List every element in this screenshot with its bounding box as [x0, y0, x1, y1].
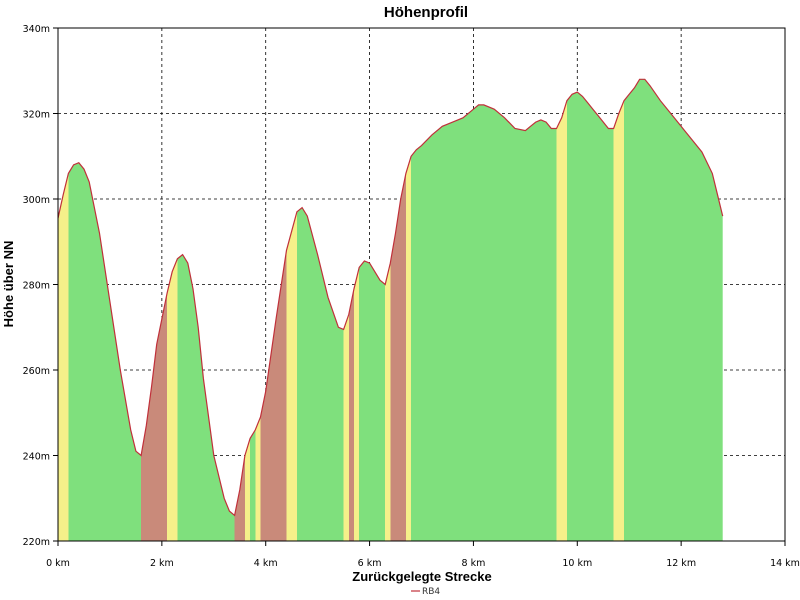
y-tick-label: 340m: [23, 24, 50, 35]
x-tick-label: 8 km: [462, 558, 486, 569]
legend-label-RB4: RB4: [422, 587, 440, 597]
x-tick-label: 12 km: [666, 558, 696, 569]
x-axis-ticks: 0 km 2 km 4 km 6 km 8 km 10 km 12 km 14 km: [46, 541, 800, 569]
series-line-RB4: [58, 78, 724, 517]
x-tick-label: 14 km: [770, 558, 800, 569]
y-axis-ticks: 220m 240m 260m 280m 300m 320m 340m: [23, 24, 58, 548]
x-tick-label: 2 km: [150, 558, 174, 569]
chart-title: Höhenprofil: [384, 4, 468, 21]
x-tick-label: 0 km: [46, 558, 70, 569]
y-tick-label: 280m: [23, 281, 50, 292]
elevation-area-fill: [58, 79, 723, 541]
x-tick-label: 10 km: [562, 558, 592, 569]
x-tick-label: 6 km: [358, 558, 382, 569]
y-tick-label: 260m: [23, 366, 50, 377]
x-axis-label: Zurückgelegte Strecke: [352, 569, 491, 584]
x-tick-label: 4 km: [254, 558, 278, 569]
y-tick-label: 320m: [23, 110, 50, 121]
y-tick-label: 220m: [23, 537, 50, 548]
y-tick-label: 240m: [23, 452, 50, 463]
y-tick-label: 300m: [23, 195, 50, 206]
y-axis-label: Höhe über NN: [1, 241, 16, 328]
legend: RB4: [411, 587, 440, 597]
